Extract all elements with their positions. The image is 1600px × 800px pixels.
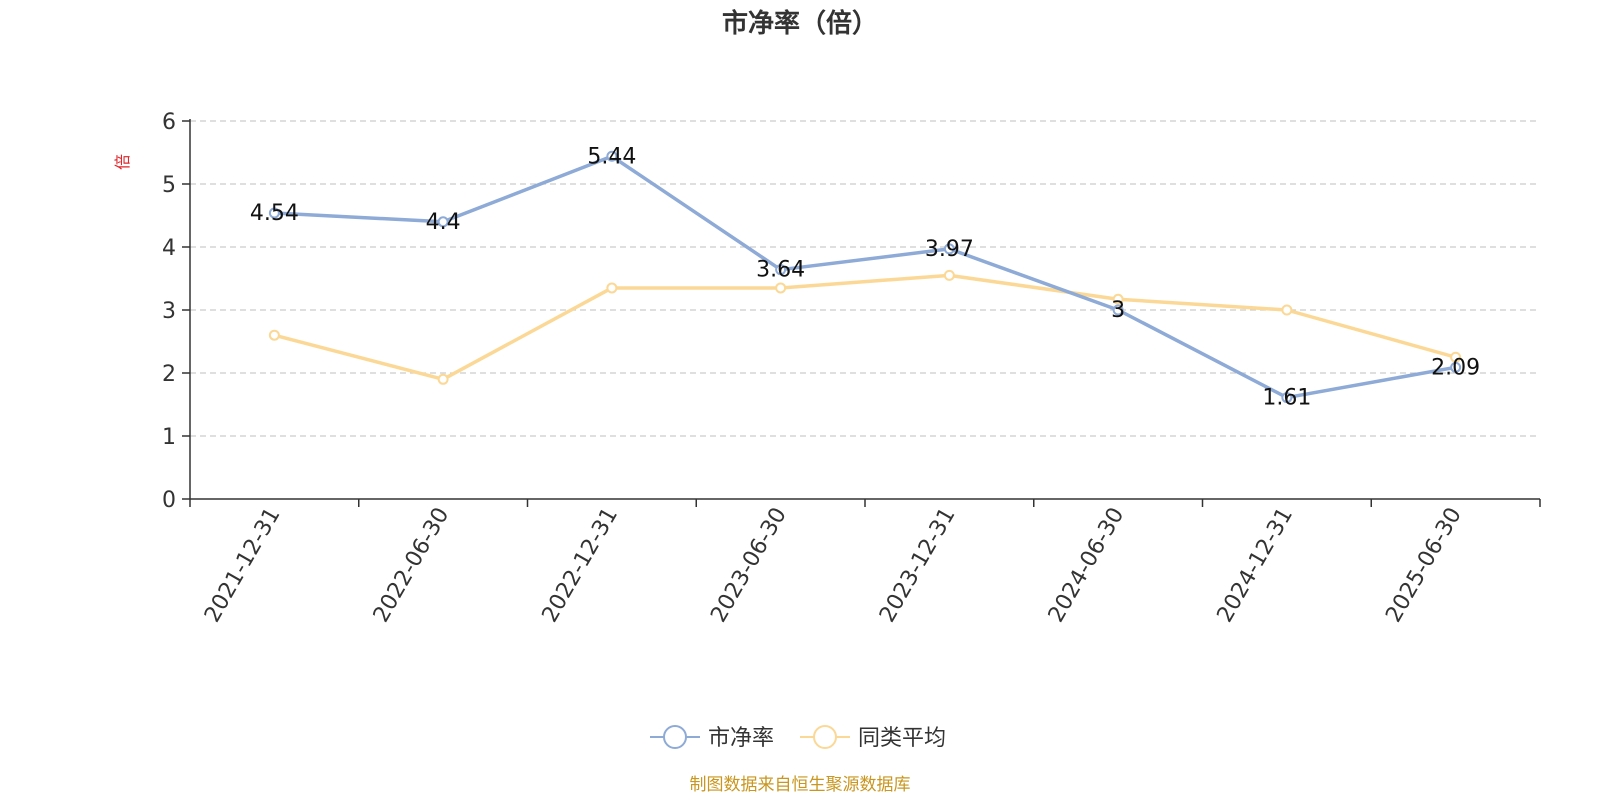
legend-swatch-marker bbox=[663, 725, 687, 749]
data-label: 1.61 bbox=[1262, 386, 1311, 411]
series-point bbox=[1112, 304, 1124, 316]
data-label: 4.54 bbox=[250, 201, 299, 226]
series-point bbox=[606, 150, 618, 162]
x-tick-label: 2022-12-31 bbox=[537, 504, 623, 627]
data-label: 3 bbox=[1111, 298, 1125, 323]
series-point bbox=[1281, 392, 1293, 404]
series-layer bbox=[268, 150, 1462, 404]
legend[interactable]: 市净率 同类平均 bbox=[650, 725, 946, 751]
series-point bbox=[437, 216, 449, 228]
data-label: 4.4 bbox=[426, 210, 461, 235]
series-point bbox=[775, 264, 787, 276]
data-label: 2.09 bbox=[1431, 355, 1480, 380]
series-point bbox=[437, 373, 449, 385]
series-point bbox=[943, 269, 955, 281]
series-point bbox=[775, 282, 787, 294]
y-tick-label: 0 bbox=[162, 488, 176, 513]
y-axis-ticks: 0 1 2 3 4 5 6 bbox=[162, 110, 190, 513]
series-point bbox=[943, 243, 955, 255]
legend-item[interactable]: 市净率 bbox=[650, 725, 774, 751]
data-label: 3.64 bbox=[756, 258, 805, 283]
series-line bbox=[274, 154, 1456, 400]
legend-item[interactable]: 同类平均 bbox=[800, 725, 946, 751]
axes bbox=[189, 119, 1540, 500]
data-label: 5.44 bbox=[587, 144, 636, 169]
legend-label: 市净率 bbox=[708, 726, 774, 751]
series-line bbox=[273, 273, 1457, 382]
x-tick-label: 2023-06-30 bbox=[706, 504, 792, 627]
y-tick-label: 5 bbox=[162, 173, 176, 198]
series-point bbox=[1112, 293, 1124, 305]
y-tick-label: 1 bbox=[162, 425, 176, 450]
y-tick-label: 3 bbox=[162, 299, 176, 324]
series-point bbox=[268, 329, 280, 341]
series-point bbox=[606, 282, 618, 294]
legend-swatch-marker bbox=[813, 725, 837, 749]
x-tick-label: 2021-12-31 bbox=[200, 504, 286, 627]
series-point bbox=[1450, 351, 1462, 363]
y-axis-unit: 倍 bbox=[113, 154, 132, 170]
x-tick-label: 2025-06-30 bbox=[1381, 504, 1467, 627]
y-tick-label: 2 bbox=[162, 362, 176, 387]
x-tick-label: 2023-12-31 bbox=[875, 504, 961, 627]
x-axis-ticks: 2021-12-31 2022-06-30 2022-12-31 2023-06-30… bbox=[189, 499, 1541, 627]
series-point bbox=[1450, 361, 1462, 373]
data-source-note: 制图数据来自恒生聚源数据库 bbox=[690, 775, 911, 795]
x-tick-label: 2024-12-31 bbox=[1212, 504, 1298, 627]
series-point bbox=[268, 207, 280, 219]
data-label: 3.97 bbox=[925, 237, 974, 262]
y-tick-label: 4 bbox=[162, 236, 176, 261]
legend-label: 同类平均 bbox=[858, 726, 946, 751]
x-tick-label: 2022-06-30 bbox=[369, 504, 455, 627]
x-tick-label: 2024-06-30 bbox=[1044, 504, 1130, 627]
chart-title: 市净率（倍） bbox=[722, 8, 878, 39]
series-point bbox=[1281, 304, 1293, 316]
y-tick-label: 6 bbox=[162, 110, 176, 135]
data-labels: 4.54 4.4 5.44 3.64 3.97 3 1.61 2.09 bbox=[250, 144, 1480, 410]
